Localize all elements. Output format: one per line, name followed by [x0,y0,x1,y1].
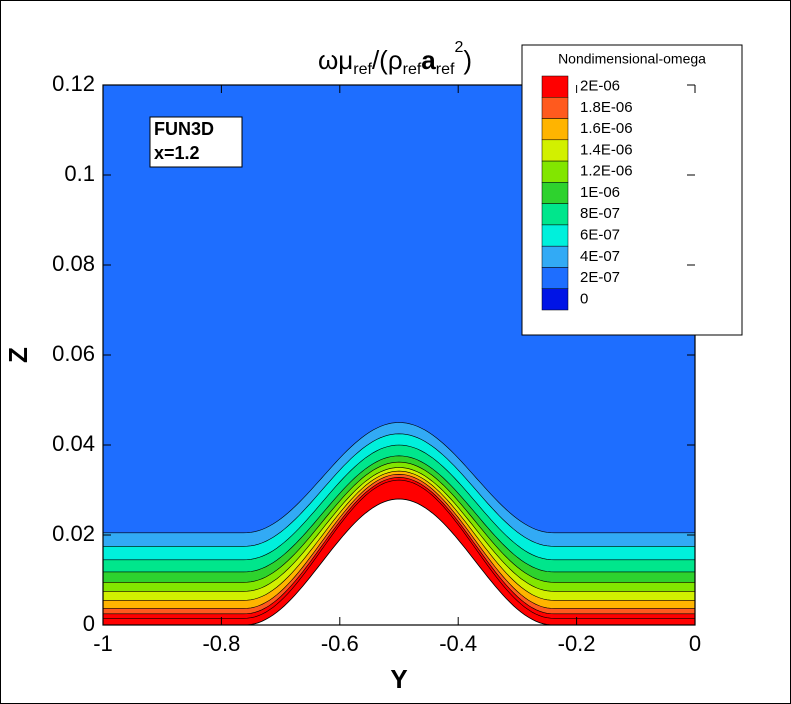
title-part: ref [436,61,455,78]
legend-label: 4E-07 [580,248,620,265]
x-tick-label: -0.4 [439,631,477,656]
y-axis-label: Z [3,347,33,363]
legend-label: 1.4E-06 [580,141,633,158]
x-axis-label: Y [390,664,407,694]
legend-swatch [541,118,569,141]
legend-label: 6E-07 [580,227,620,244]
title-part: ref [353,61,372,78]
legend-label: 1E-06 [580,184,620,201]
title-part: ωμ [318,45,353,75]
y-tick-label: 0.04 [52,431,95,456]
y-tick-label: 0.1 [64,161,95,186]
x-tick-label: -0.6 [321,631,359,656]
legend-swatch [541,160,569,183]
annotation: FUN3D [154,119,214,139]
legend-label: 2E-07 [580,269,620,286]
y-tick-label: 0.12 [52,71,95,96]
legend-swatch [541,203,569,226]
x-tick-label: -0.2 [558,631,596,656]
plot-area [102,85,696,626]
title-part: ref [403,61,422,78]
y-tick-label: 0.02 [52,521,95,546]
chart-title: ωμref/(ρrefaref2) [318,39,472,78]
title-part: 2 [454,39,463,56]
legend-label: 8E-07 [580,205,620,222]
y-tick-label: 0.08 [52,251,95,276]
legend-swatch [541,139,569,162]
annotation: x=1.2 [154,143,200,163]
legend-label: 2E-06 [580,78,620,95]
legend-swatch [541,288,569,311]
title-part: /(ρ [372,45,403,75]
legend-swatch [541,224,569,247]
legend-title: Nondimensional-omega [558,51,706,67]
legend-swatch [541,97,569,119]
x-tick-label: -1 [93,631,113,656]
y-tick-label: 0.06 [52,341,95,366]
legend-swatch [541,182,569,204]
y-tick-label: 0 [83,611,95,636]
x-tick-label: 0 [689,631,701,656]
legend-label: 1.2E-06 [580,163,633,180]
legend-swatch [541,267,569,289]
legend-label: 0 [580,290,588,307]
annotation-box [149,116,243,168]
title-part: a [421,45,436,75]
legend-swatch [541,75,569,98]
legend-label: 1.8E-06 [580,99,633,116]
legend-label: 1.6E-06 [580,120,633,137]
title-part: ) [463,45,472,75]
x-tick-label: -0.8 [202,631,240,656]
legend-swatch [541,245,569,268]
